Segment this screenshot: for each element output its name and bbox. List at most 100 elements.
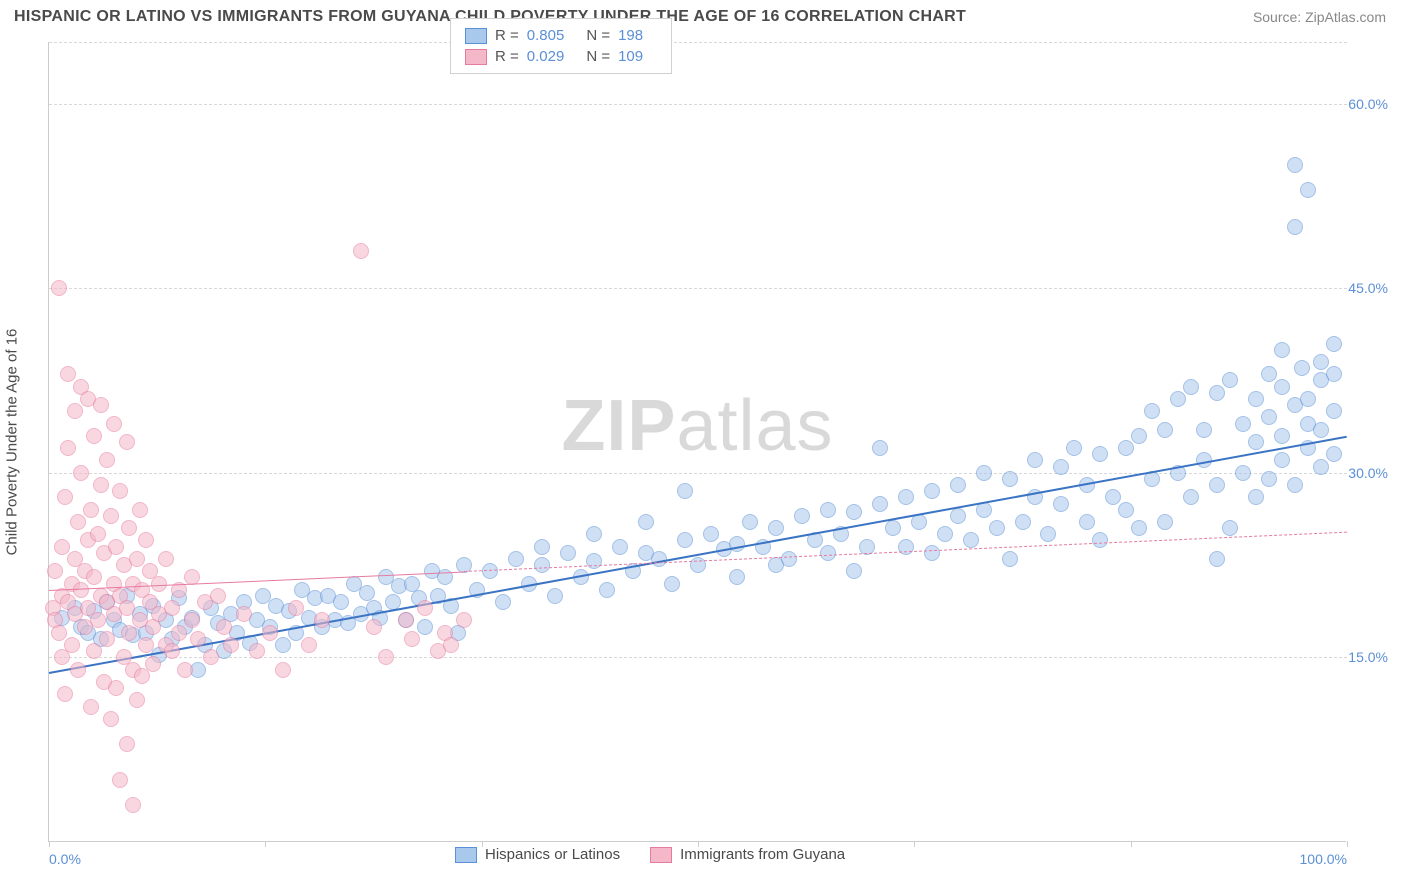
data-point [1287,477,1303,493]
data-point [1300,391,1316,407]
data-point [275,662,291,678]
data-point [612,539,628,555]
data-point [275,637,291,653]
data-point [83,502,99,518]
x-tick-label: 0.0% [49,851,81,867]
data-point [846,504,862,520]
y-axis-title: Child Poverty Under the Age of 16 [4,329,21,556]
data-point [119,736,135,752]
data-point [47,563,63,579]
x-tick [1131,841,1132,847]
data-point [547,588,563,604]
data-point [1261,409,1277,425]
data-point [1313,354,1329,370]
data-point [586,526,602,542]
legend-label: Immigrants from Guyana [680,846,845,863]
x-tick [49,841,50,847]
data-point [1313,459,1329,475]
data-point [1248,391,1264,407]
data-point [1222,520,1238,536]
data-point [108,680,124,696]
legend-r-value: 0.805 [527,27,565,44]
data-point [1248,434,1264,450]
source-attribution: Source: ZipAtlas.com [1253,9,1386,25]
data-point [164,600,180,616]
legend-n-label: N = [586,48,610,65]
data-point [534,557,550,573]
data-point [976,465,992,481]
legend-item: Hispanics or Latinos [455,846,620,863]
data-point [1326,446,1342,462]
y-tick-label: 45.0% [1328,280,1388,296]
data-point [1326,366,1342,382]
data-point [129,692,145,708]
data-point [190,631,206,647]
data-point [1131,520,1147,536]
data-point [51,280,67,296]
data-point [333,594,349,610]
data-point [950,508,966,524]
data-point [404,631,420,647]
data-point [1196,422,1212,438]
data-point [560,545,576,561]
data-point [586,553,602,569]
data-point [57,686,73,702]
data-point [1002,471,1018,487]
data-point [599,582,615,598]
data-point [1287,157,1303,173]
data-point [872,496,888,512]
data-point [70,514,86,530]
data-point [1274,452,1290,468]
data-point [1144,403,1160,419]
series-legend: Hispanics or Latinos Immigrants from Guya… [455,846,845,863]
data-point [64,637,80,653]
data-point [121,520,137,536]
x-tick-label: 100.0% [1300,851,1347,867]
data-point [119,434,135,450]
data-point [677,532,693,548]
legend-row: R =0.805N =198 [465,25,657,46]
data-point [1326,403,1342,419]
data-point [1079,514,1095,530]
data-point [794,508,810,524]
data-point [885,520,901,536]
data-point [1209,551,1225,567]
data-point [70,662,86,678]
data-point [1222,372,1238,388]
trend-line [49,436,1347,674]
gridline [49,42,1347,43]
data-point [398,612,414,628]
data-point [1274,428,1290,444]
gridline [49,288,1347,289]
data-point [86,643,102,659]
data-point [223,637,239,653]
legend-swatch [465,49,487,65]
data-point [171,625,187,641]
data-point [1066,440,1082,456]
data-point [1235,416,1251,432]
legend-swatch [455,847,477,863]
data-point [138,532,154,548]
data-point [1287,219,1303,235]
data-point [1261,471,1277,487]
data-point [1261,366,1277,382]
data-point [60,366,76,382]
watermark: ZIPatlas [561,385,833,467]
data-point [138,637,154,653]
legend-n-value: 198 [618,27,643,44]
legend-swatch [465,28,487,44]
data-point [99,452,115,468]
data-point [86,569,102,585]
data-point [768,520,784,536]
data-point [177,662,193,678]
data-point [1209,477,1225,493]
data-point [1118,502,1134,518]
x-tick [914,841,915,847]
data-point [216,619,232,635]
chart-container: Child Poverty Under the Age of 16 ZIPatl… [48,42,1388,842]
data-point [106,416,122,432]
y-tick-label: 30.0% [1328,465,1388,481]
data-point [1274,379,1290,395]
data-point [51,625,67,641]
data-point [60,440,76,456]
